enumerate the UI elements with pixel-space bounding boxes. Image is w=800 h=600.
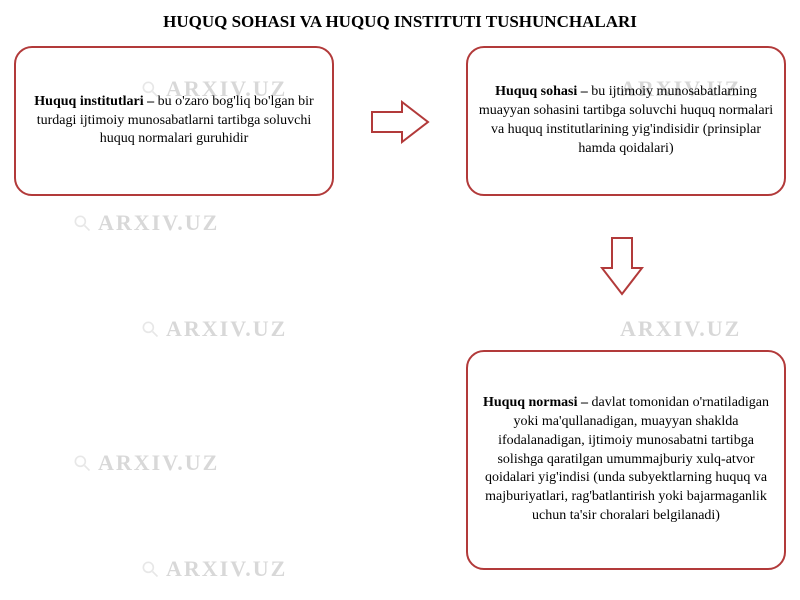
watermark: ARXIV.UZ [140, 316, 287, 342]
term-bold: Huquq sohasi – [495, 84, 591, 99]
arrow-right-icon [370, 100, 430, 144]
watermark-text: ARXIV.UZ [98, 450, 219, 476]
watermark-text: ARXIV.UZ [166, 556, 287, 582]
magnifier-icon [140, 559, 160, 579]
arrow-down-icon [600, 236, 644, 296]
magnifier-icon [140, 319, 160, 339]
box-text: Huquq sohasi – bu ijtimoiy munosabatlarn… [478, 83, 774, 159]
term-bold: Huquq normasi – [483, 395, 592, 410]
watermark-text: ARXIV.UZ [620, 316, 741, 342]
box-huquq-institutlari: Huquq institutlari – bu o'zaro bog'liq b… [14, 46, 334, 196]
watermark: ARXIV.UZ [72, 450, 219, 476]
term-bold: Huquq institutlari – [34, 94, 157, 109]
watermark: ARXIV.UZ [140, 556, 287, 582]
page-title: HUQUQ SOHASI VA HUQUQ INSTITUTI TUSHUNCH… [0, 12, 800, 32]
watermark: ARXIV.UZ [72, 210, 219, 236]
box-huquq-sohasi: Huquq sohasi – bu ijtimoiy munosabatlarn… [466, 46, 786, 196]
term-definition: davlat tomonidan o'rnatiladigan yoki ma'… [485, 395, 769, 523]
magnifier-icon [72, 453, 92, 473]
watermark-text: ARXIV.UZ [98, 210, 219, 236]
box-text: Huquq institutlari – bu o'zaro bog'liq b… [26, 93, 322, 150]
watermark-text: ARXIV.UZ [166, 316, 287, 342]
watermark: ARXIV.UZ [620, 316, 741, 342]
box-text: Huquq normasi – davlat tomonidan o'rnati… [478, 394, 774, 526]
magnifier-icon [72, 213, 92, 233]
box-huquq-normasi: Huquq normasi – davlat tomonidan o'rnati… [466, 350, 786, 570]
